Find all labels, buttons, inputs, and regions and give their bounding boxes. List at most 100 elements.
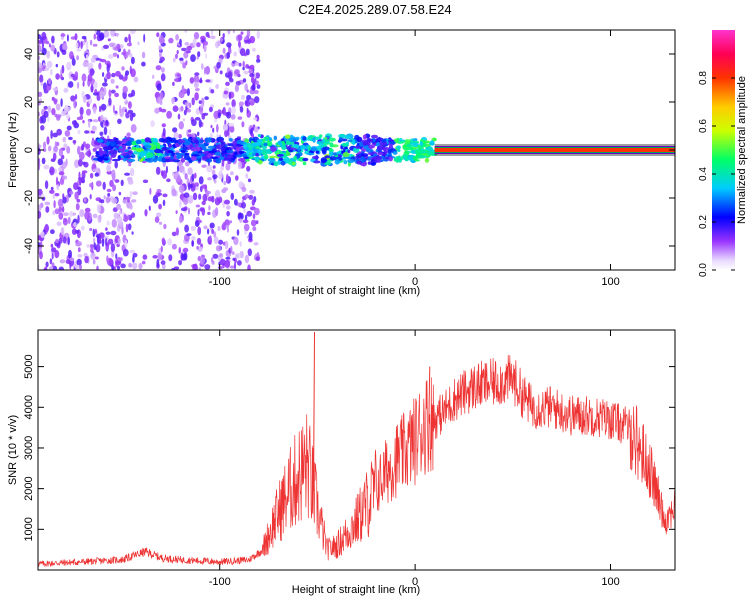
noise-blob	[251, 220, 257, 227]
noise-blob	[130, 168, 134, 176]
noise-blob	[111, 264, 114, 271]
noise-blob	[61, 111, 66, 116]
noise-blob	[166, 178, 171, 182]
band-blob	[356, 161, 362, 165]
noise-blob	[239, 181, 244, 188]
snr-y-tick-label: 5000	[23, 354, 35, 378]
noise-blob	[63, 236, 67, 243]
noise-blob	[197, 238, 201, 245]
noise-blob	[185, 60, 187, 65]
noise-blob	[211, 229, 214, 234]
noise-blob	[97, 235, 99, 244]
band-blob	[159, 138, 166, 142]
noise-blob	[66, 113, 70, 119]
band-blob	[274, 136, 277, 141]
noise-blob	[187, 167, 192, 175]
noise-blob	[127, 43, 132, 47]
noise-blob	[111, 243, 115, 252]
noise-blob	[116, 44, 120, 50]
noise-blob	[241, 202, 246, 209]
noise-blob	[187, 109, 191, 113]
noise-blob	[183, 118, 186, 121]
noise-blob	[68, 217, 71, 224]
noise-blob	[116, 204, 121, 210]
noise-blob	[156, 193, 162, 196]
noise-blob	[223, 124, 228, 131]
noise-blob	[190, 77, 195, 84]
noise-blob	[62, 197, 66, 204]
noise-blob	[177, 50, 179, 54]
noise-blob	[226, 174, 229, 183]
noise-blob	[93, 169, 99, 172]
noise-blob	[154, 108, 159, 114]
noise-blob	[179, 39, 182, 45]
band-blob	[99, 150, 104, 156]
noise-blob	[256, 59, 260, 63]
noise-blob	[177, 73, 182, 76]
noise-blob	[213, 254, 219, 259]
noise-blob	[100, 115, 103, 122]
band-blob	[251, 143, 258, 147]
band-blob	[110, 141, 116, 146]
noise-blob	[51, 247, 56, 252]
noise-blob	[229, 126, 234, 133]
noise-blob	[88, 119, 90, 128]
noise-blob	[51, 187, 54, 191]
noise-blob	[111, 90, 116, 94]
band-blob	[413, 138, 418, 141]
noise-blob	[217, 226, 220, 231]
noise-blob	[233, 28, 235, 33]
noise-blob	[88, 149, 91, 158]
noise-blob	[172, 244, 177, 250]
noise-blob	[82, 36, 87, 39]
noise-blob	[231, 193, 235, 200]
noise-blob	[116, 33, 119, 37]
noise-blob	[128, 215, 130, 220]
snr-trace	[38, 355, 675, 567]
band-blob	[418, 146, 421, 151]
noise-blob	[163, 200, 166, 206]
noise-blob	[95, 257, 99, 260]
noise-blob	[82, 74, 87, 82]
noise-blob	[237, 34, 242, 41]
noise-blob	[201, 63, 204, 70]
noise-blob	[77, 215, 79, 224]
noise-blob	[226, 52, 230, 59]
noise-blob	[240, 48, 246, 56]
noise-blob	[246, 211, 252, 217]
noise-blob	[176, 210, 178, 214]
noise-blob	[214, 179, 217, 184]
noise-blob	[113, 105, 115, 113]
band-blob	[389, 156, 393, 161]
noise-blob	[93, 81, 97, 89]
noise-blob	[215, 84, 219, 89]
noise-blob	[108, 89, 111, 97]
noise-blob	[76, 203, 79, 210]
noise-blob	[109, 43, 115, 48]
noise-blob	[160, 92, 164, 100]
colorbar-tick-label: 0.2	[698, 215, 709, 229]
noise-blob	[44, 106, 48, 110]
band-blob	[307, 153, 315, 155]
noise-blob	[72, 229, 77, 235]
noise-blob	[199, 105, 204, 108]
noise-blob	[46, 51, 50, 59]
band-blob	[329, 151, 333, 157]
band-blob	[128, 150, 133, 153]
band-blob	[377, 145, 384, 150]
band-blob	[204, 144, 208, 147]
noise-blob	[108, 97, 111, 105]
noise-blob	[124, 173, 130, 176]
noise-blob	[194, 92, 199, 100]
noise-blob	[130, 191, 133, 198]
noise-blob	[229, 92, 232, 100]
noise-blob	[111, 198, 117, 204]
noise-blob	[186, 233, 191, 236]
noise-blob	[84, 198, 86, 202]
noise-blob	[161, 246, 163, 253]
noise-blob	[123, 249, 129, 256]
noise-blob	[245, 255, 249, 264]
noise-blob	[108, 54, 114, 59]
noise-blob	[249, 232, 253, 241]
